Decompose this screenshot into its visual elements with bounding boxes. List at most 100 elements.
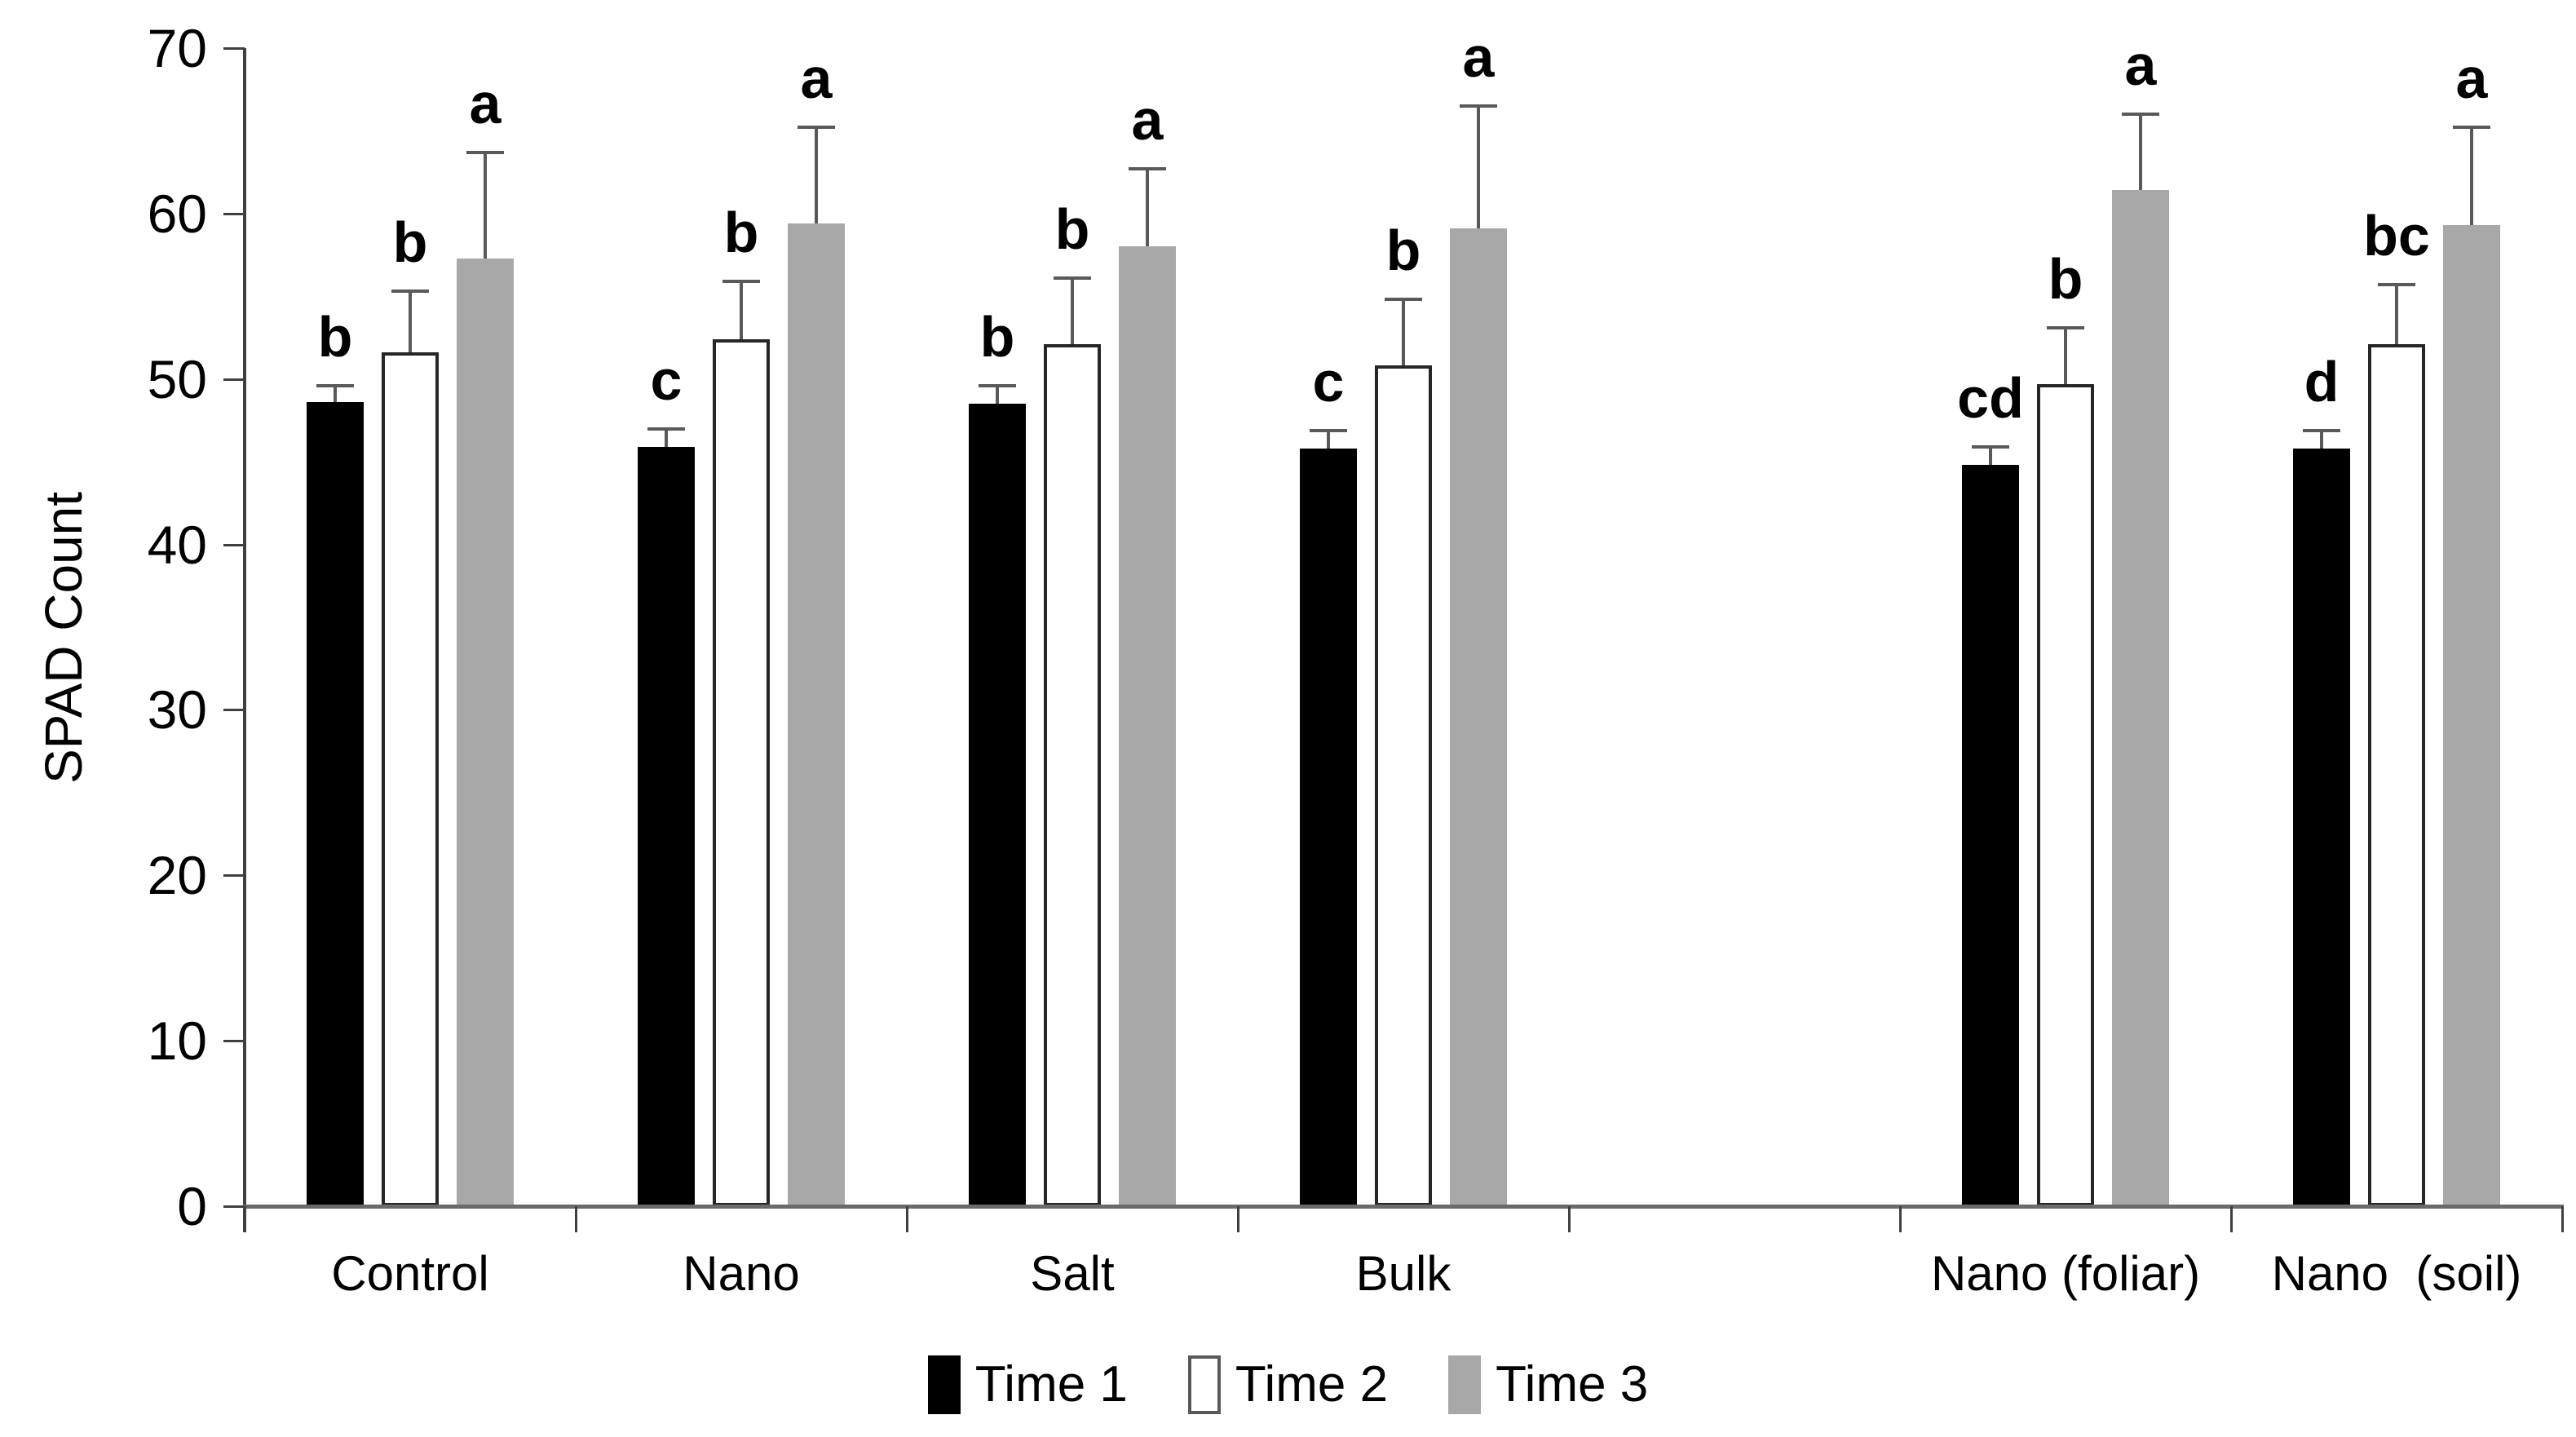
legend-item-time-2: Time 2 [1187,1352,1388,1417]
category-label-nano-soil: Nano (soil) [2271,1246,2522,1301]
y-tick-label: 60 [147,183,207,244]
error-bar-cap-time-1-salt [979,383,1016,387]
y-axis-line [243,48,246,1232]
bar-time-3-bulk [1450,228,1507,1206]
sig-letter-time-3-bulk: a [1462,25,1495,89]
sig-letter-time-1-nano: c [650,347,683,412]
bar-time-1-salt [969,404,1026,1206]
sig-letter-time-2-salt: b [1054,197,1090,261]
x-axis-line [243,1205,2564,1209]
sig-letter-time-3-nano-foliar: a [2124,33,2157,98]
category-label-nano: Nano [683,1246,800,1301]
error-bar-cap-time-3-bulk [1460,104,1497,108]
y-tick-label: 10 [147,1010,207,1072]
y-tick-label: 40 [147,514,207,575]
bar-time-3-nano [788,223,845,1206]
legend-swatch-time-1 [927,1355,961,1414]
error-bar-cap-time-1-control [316,383,354,387]
sig-letter-time-1-control: b [317,304,353,369]
error-bar-cap-time-3-salt [1129,167,1166,171]
error-bar-cap-time-3-nano-soil [2453,126,2490,130]
error-bar-time-3-nano-foliar [2139,114,2142,191]
legend-item-time-1: Time 1 [927,1352,1128,1417]
error-bar-time-1-bulk [1327,430,1330,449]
x-tick [1568,1206,1571,1232]
sig-letter-time-3-nano-soil: a [2455,46,2488,111]
error-bar-time-3-control [484,152,487,259]
sig-letter-time-2-nano: b [723,201,759,265]
bar-time-3-nano-foliar [2112,190,2169,1206]
error-bar-time-1-nano-foliar [1989,446,1992,466]
bar-time-1-control [307,402,364,1206]
sig-letter-time-2-control: b [392,210,428,275]
x-tick [2230,1206,2233,1232]
y-tick-label: 50 [147,348,207,409]
y-tick-label: 70 [147,18,207,78]
legend-swatch-time-2 [1187,1355,1221,1414]
sig-letter-time-1-nano-foliar: cd [1957,365,2024,430]
x-tick [575,1206,577,1232]
legend: Time 1 Time 2 Time 3 [0,1344,2576,1426]
error-bar-cap-time-1-nano-soil [2303,428,2340,432]
bar-time-2-bulk [1375,365,1432,1206]
sig-letter-time-3-salt: a [1131,88,1164,153]
error-bar-time-2-nano [740,281,743,340]
bar-time-2-nano [713,339,770,1206]
sig-letter-time-3-nano: a [800,46,833,111]
x-tick [1899,1206,1902,1232]
bar-time-3-control [457,258,514,1206]
bar-time-3-nano-soil [2443,225,2500,1206]
error-bar-cap-time-3-nano [798,126,835,130]
bar-time-2-salt [1044,344,1101,1206]
y-tick-label: 30 [147,679,207,741]
error-bar-cap-time-1-nano-foliar [1972,444,2009,449]
error-bar-cap-time-2-nano [722,280,760,284]
error-bar-cap-time-2-control [391,290,429,294]
error-bar-cap-time-3-nano-foliar [2122,113,2159,117]
bar-time-2-nano-foliar [2037,383,2094,1206]
y-tick [223,874,245,878]
bar-time-2-control [382,352,439,1206]
error-bar-cap-time-2-nano-foliar [2047,325,2084,329]
y-tick [223,1040,245,1043]
sig-letter-time-2-nano-soil: bc [2363,204,2430,268]
error-bar-time-2-nano-soil [2395,285,2398,345]
sig-letter-time-2-nano-foliar: b [2048,246,2083,311]
category-label-nano-foliar: Nano (foliar) [1930,1246,2201,1301]
error-bar-time-3-bulk [1477,106,1480,229]
category-label-control: Control [331,1246,489,1301]
category-label-bulk: Bulk [1355,1246,1451,1301]
bar-time-2-nano-soil [2368,344,2425,1206]
legend-label-time-3: Time 3 [1496,1356,1649,1413]
x-tick [906,1206,908,1232]
sig-letter-time-1-nano-soil: d [2304,349,2340,413]
error-bar-cap-time-2-bulk [1385,298,1422,302]
y-tick-label: 20 [147,845,207,906]
x-tick [1237,1206,1239,1232]
sig-letter-time-2-bulk: b [1385,219,1421,283]
category-label-salt: Salt [1030,1246,1115,1301]
y-tick [223,212,245,215]
y-tick [223,709,245,712]
legend-item-time-3: Time 3 [1448,1352,1648,1417]
error-bar-time-3-nano [815,127,818,224]
bar-time-1-nano-foliar [1962,465,2019,1206]
error-bar-time-2-control [409,291,412,353]
error-bar-time-1-control [334,385,337,403]
error-bar-time-1-salt [996,385,999,405]
error-bar-time-2-salt [1071,277,1074,345]
x-tick [244,1206,246,1232]
error-bar-cap-time-1-nano [647,427,685,431]
error-bar-time-1-nano [665,428,668,447]
error-bar-time-2-bulk [1402,299,1405,366]
x-tick [2561,1206,2564,1232]
y-tick-label: 0 [177,1176,207,1236]
y-tick [223,543,245,546]
sig-letter-time-1-bulk: c [1312,349,1345,413]
y-tick [223,378,245,381]
error-bar-cap-time-2-salt [1054,276,1091,280]
legend-swatch-time-3 [1448,1355,1482,1414]
bar-time-1-nano-soil [2293,448,2350,1206]
sig-letter-time-3-control: a [469,71,502,135]
